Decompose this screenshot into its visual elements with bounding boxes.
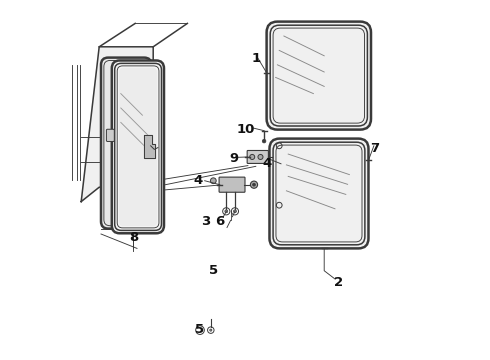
Circle shape	[262, 139, 266, 143]
Text: 9: 9	[230, 152, 239, 165]
Circle shape	[250, 154, 255, 159]
FancyBboxPatch shape	[106, 129, 114, 141]
Polygon shape	[144, 135, 155, 158]
Polygon shape	[81, 47, 153, 202]
Text: 5: 5	[209, 264, 218, 277]
Text: 1: 1	[251, 52, 260, 65]
FancyBboxPatch shape	[219, 177, 245, 192]
Text: 3: 3	[201, 215, 210, 228]
FancyBboxPatch shape	[247, 150, 269, 163]
FancyBboxPatch shape	[101, 58, 151, 229]
Text: 5: 5	[195, 323, 204, 336]
FancyBboxPatch shape	[112, 60, 164, 233]
Circle shape	[210, 329, 212, 331]
Text: 8: 8	[129, 231, 138, 244]
Circle shape	[233, 210, 236, 213]
FancyBboxPatch shape	[270, 139, 368, 248]
Circle shape	[210, 178, 216, 184]
Circle shape	[250, 181, 258, 188]
Text: 7: 7	[370, 142, 379, 155]
Circle shape	[252, 183, 255, 186]
FancyBboxPatch shape	[267, 22, 371, 130]
Text: 6: 6	[215, 215, 224, 228]
Text: 4: 4	[194, 174, 203, 187]
Text: 2: 2	[334, 276, 343, 289]
FancyBboxPatch shape	[119, 68, 157, 226]
Text: 10: 10	[237, 123, 255, 136]
Text: 4: 4	[262, 157, 271, 170]
Circle shape	[225, 210, 228, 213]
Circle shape	[258, 154, 263, 159]
